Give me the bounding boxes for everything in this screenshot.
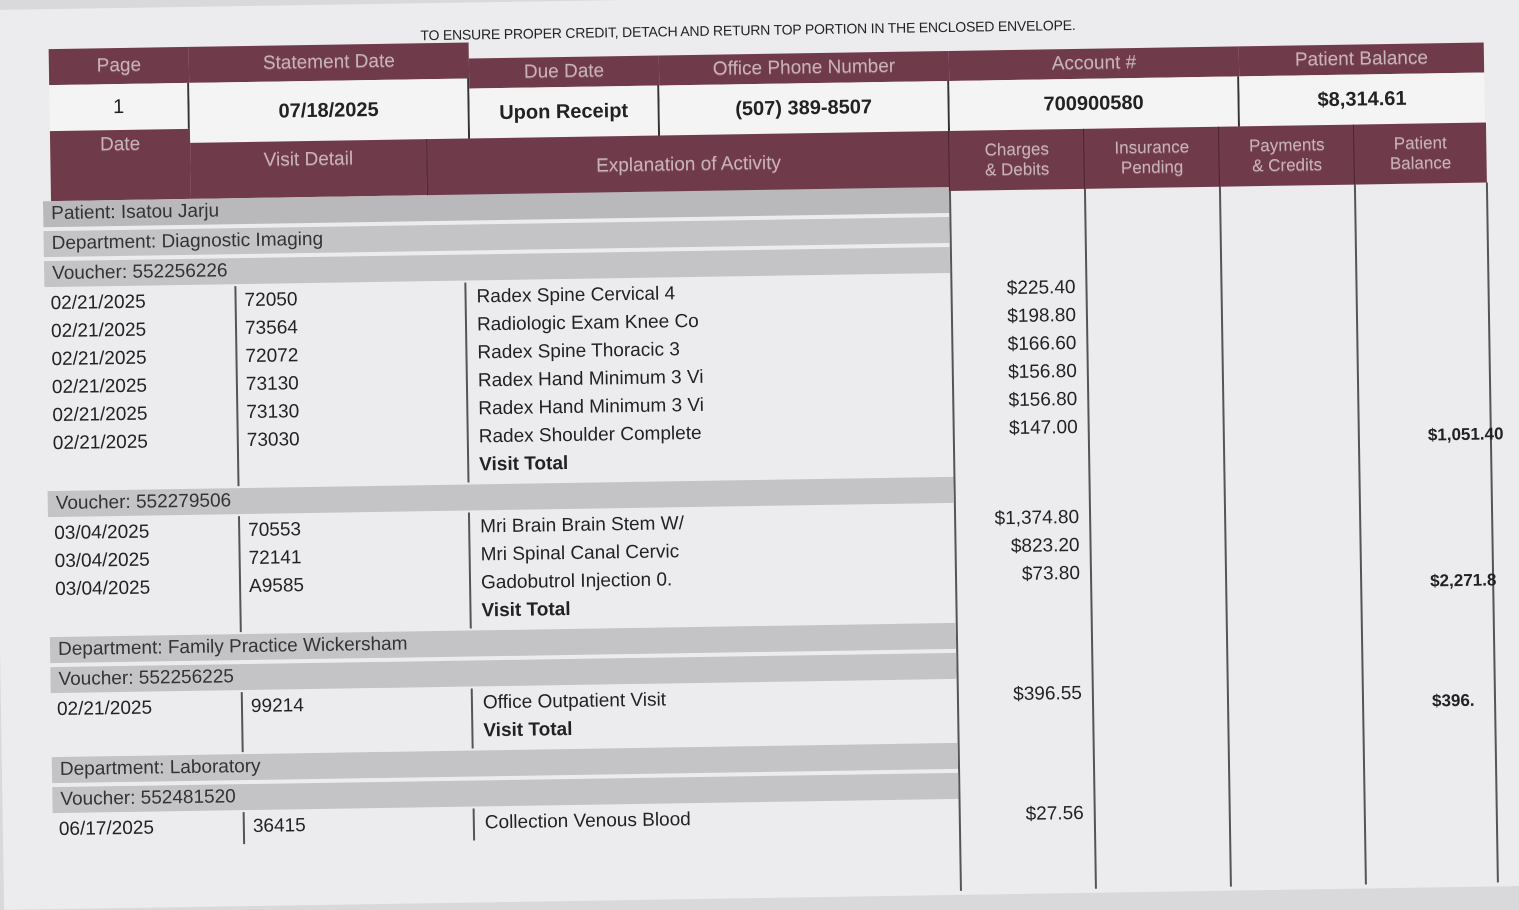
service-description: Radex Hand Minimum 3 Vi [478, 394, 705, 420]
charge-amount: $225.40 [1006, 276, 1076, 300]
service-description: Radex Hand Minimum 3 Vi [477, 366, 704, 392]
charge-amount: $156.80 [1007, 360, 1077, 384]
row-divider [242, 812, 245, 845]
service-description: Collection Venous Blood [484, 809, 691, 834]
service-date: 03/04/2025 [54, 521, 150, 545]
service-description: Office Outpatient Visit [482, 689, 667, 714]
charge-amount: $1,374.80 [994, 506, 1080, 530]
statement-date-label: Statement Date [188, 42, 470, 83]
service-date: 02/21/2025 [52, 403, 148, 427]
procedure-code: 72072 [245, 345, 299, 368]
col-charges-line2: & Debits [984, 159, 1050, 180]
column-divider [1083, 188, 1097, 889]
procedure-code: 70553 [248, 519, 302, 542]
row-divider [234, 286, 240, 487]
row-divider [467, 512, 472, 629]
row-divider [464, 282, 469, 483]
row-divider [470, 688, 474, 749]
statement-date: 07/18/2025 [189, 78, 471, 143]
charge-amount: $73.80 [1021, 562, 1081, 585]
service-description: Mri Brain Brain Stem W/ [480, 513, 685, 538]
service-description: Radex Spine Thoracic 3 [477, 339, 681, 364]
col-payments: Payments & Credits [1217, 124, 1355, 187]
col-payments-line2: & Credits [1251, 155, 1323, 176]
visit-total-label: Visit Total [481, 598, 571, 622]
visit-total-label: Visit Total [479, 452, 569, 476]
visit-total-balance: $1,051.40 [1427, 424, 1504, 445]
col-payments-line1: Payments [1248, 135, 1325, 156]
service-description: Gadobutrol Injection 0. [480, 569, 673, 594]
col-insurance-line1: Insurance [1114, 137, 1190, 158]
col-balance-line2: Balance [1389, 153, 1452, 174]
charge-amount: $147.00 [1008, 416, 1078, 440]
service-date: 02/21/2025 [50, 319, 147, 343]
service-date: 02/21/2025 [52, 431, 149, 455]
col-charges: Charges & Debits [948, 128, 1085, 191]
service-description: Radex Spine Cervical 4 [476, 283, 676, 308]
procedure-code: 73564 [244, 317, 299, 340]
col-date: Date [49, 128, 191, 202]
charge-amount: $198.80 [1007, 304, 1077, 328]
charge-amount: $27.56 [1025, 802, 1084, 825]
procedure-code: 72050 [244, 289, 298, 312]
service-description: Radex Shoulder Complete [478, 422, 702, 448]
procedure-code: 73130 [246, 401, 300, 424]
visit-total-balance: $2,271.8 [1429, 570, 1497, 591]
service-date: 02/21/2025 [51, 375, 148, 399]
column-divider [1353, 184, 1367, 885]
patient-balance-total: $8,314.61 [1239, 72, 1485, 127]
col-insurance-line2: Pending [1120, 157, 1184, 178]
service-date: 03/04/2025 [54, 549, 150, 573]
service-date: 02/21/2025 [56, 697, 153, 721]
visit-total-balance: $396. [1431, 690, 1475, 711]
procedure-code: 73030 [246, 429, 300, 452]
procedure-code: A9585 [248, 575, 305, 598]
service-date: 02/21/2025 [51, 347, 147, 371]
service-description: Mri Spinal Canal Cervic [480, 541, 680, 566]
col-patient-balance: Patient Balance [1352, 122, 1487, 185]
service-date: 03/04/2025 [54, 577, 151, 601]
due-date-label: Due Date [468, 55, 660, 89]
page-number: 1 [49, 82, 190, 132]
col-insurance: Insurance Pending [1083, 126, 1220, 189]
col-charges-line1: Charges [984, 139, 1050, 160]
due-date: Upon Receipt [469, 85, 661, 139]
detach-notice: TO ENSURE PROPER CREDIT, DETACH AND RETU… [420, 16, 1076, 44]
service-date: 02/21/2025 [50, 291, 146, 315]
service-date: 06/17/2025 [58, 817, 155, 841]
phone-label: Office Phone Number [658, 50, 950, 86]
column-divider [1218, 186, 1232, 887]
procedure-code: 73130 [245, 373, 299, 396]
section-band: Voucher: 552279506 [47, 476, 954, 518]
visit-total-label: Visit Total [483, 718, 573, 742]
account-number: 700900580 [949, 76, 1240, 131]
activity-rows: Department: Diagnostic Imaging Voucher: 5… [0, 0, 1519, 891]
office-phone: (507) 389-8507 [659, 80, 951, 136]
row-divider [240, 692, 244, 753]
balance-label: Patient Balance [1238, 42, 1485, 77]
charge-amount: $823.20 [1010, 534, 1080, 558]
row-divider [237, 516, 242, 633]
charge-amount: $396.55 [1013, 682, 1083, 706]
procedure-code: 36415 [252, 815, 306, 837]
column-divider [1485, 182, 1499, 883]
procedure-code: 99214 [250, 695, 304, 717]
procedure-code: 72141 [248, 547, 302, 570]
charge-amount: $156.80 [1008, 388, 1078, 412]
charge-amount: $166.60 [1007, 332, 1077, 356]
page-label: Page [48, 46, 190, 86]
col-visit-detail: Visit Detail [190, 139, 427, 199]
account-label: Account # [948, 46, 1240, 81]
row-divider [472, 808, 475, 841]
service-description: Radiologic Exam Knee Co [476, 310, 699, 336]
col-balance-line1: Patient [1393, 133, 1447, 153]
